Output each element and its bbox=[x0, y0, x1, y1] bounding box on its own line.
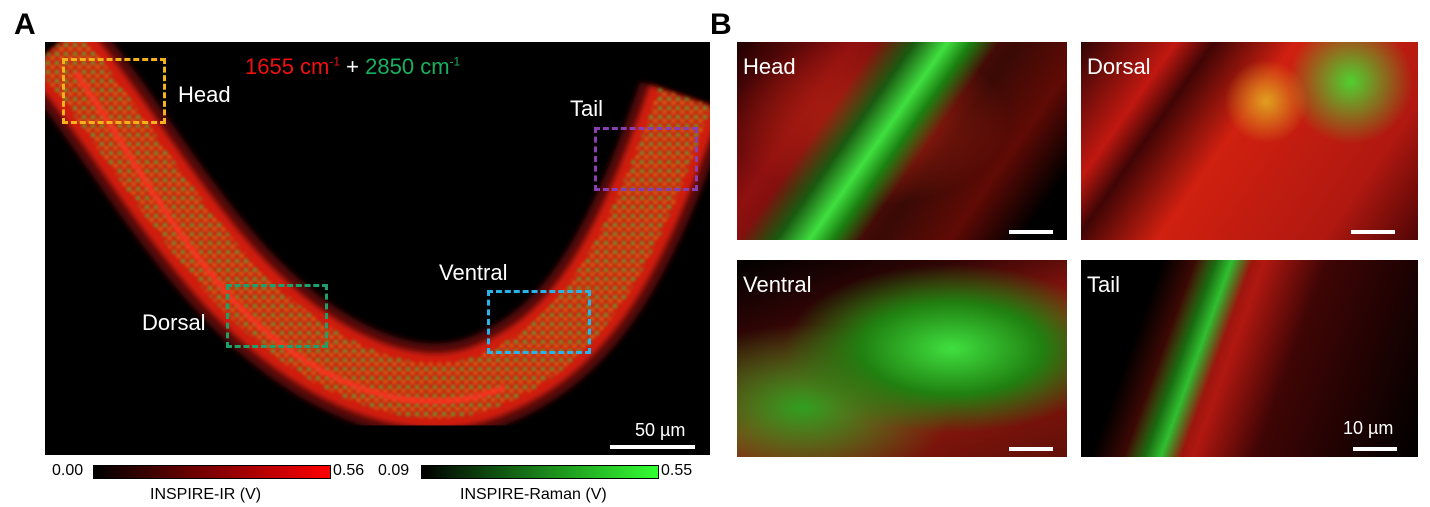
channel-title: 1655 cm-1 + 2850 cm-1 bbox=[245, 54, 460, 80]
raman-superscript: -1 bbox=[449, 54, 461, 69]
tile-head: Head bbox=[737, 42, 1067, 240]
tile-ventral-label: Ventral bbox=[743, 272, 812, 297]
head-label: Head bbox=[178, 82, 231, 107]
ventral-label: Ventral bbox=[439, 260, 508, 285]
tile-tail-scale-label: 10 µm bbox=[1343, 418, 1394, 438]
head-box bbox=[62, 58, 166, 124]
raman-colorbar bbox=[421, 465, 659, 479]
tile-tail-scale-bar bbox=[1353, 447, 1397, 451]
worm-shape bbox=[45, 42, 710, 439]
tail-box bbox=[594, 127, 698, 191]
tile-head-scale-bar bbox=[1009, 230, 1053, 234]
tile-tail-label: Tail bbox=[1087, 272, 1121, 297]
panel-letter-a: A bbox=[14, 8, 36, 41]
tile-tail: Tail 10 µm bbox=[1081, 260, 1418, 457]
tile-ventral: Ventral bbox=[737, 260, 1067, 457]
dorsal-label: Dorsal bbox=[142, 310, 206, 335]
scale-bar-label: 50 µm bbox=[635, 420, 686, 440]
tail-label: Tail bbox=[570, 96, 604, 121]
ir-colorbar bbox=[93, 465, 331, 479]
raman-max: 0.55 bbox=[661, 462, 693, 479]
ir-wavenumber: 1655 cm bbox=[245, 54, 330, 79]
worm-image: 1655 cm-1 + 2850 cm-1 Head Tail Dorsal V… bbox=[45, 42, 710, 455]
tile-dorsal-scale-bar bbox=[1351, 230, 1395, 234]
tile-ventral-scale-bar bbox=[1009, 447, 1053, 451]
plus-sign: + bbox=[340, 54, 366, 79]
tile-head-label: Head bbox=[743, 54, 796, 79]
ir-colorbar-label: INSPIRE-IR (V) bbox=[150, 486, 262, 503]
raman-wavenumber: 2850 cm bbox=[365, 54, 450, 79]
tile-dorsal-label: Dorsal bbox=[1087, 54, 1151, 79]
raman-min: 0.09 bbox=[378, 462, 410, 479]
tile-dorsal: Dorsal bbox=[1081, 42, 1418, 240]
raman-colorbar-label: INSPIRE-Raman (V) bbox=[460, 486, 607, 503]
panel-letter-b: B bbox=[710, 8, 732, 41]
ir-max: 0.56 bbox=[333, 462, 365, 479]
dorsal-box bbox=[226, 284, 328, 348]
scale-bar bbox=[610, 445, 695, 449]
ir-min: 0.00 bbox=[52, 462, 84, 479]
ir-superscript: -1 bbox=[329, 54, 341, 69]
ventral-box bbox=[487, 290, 591, 354]
